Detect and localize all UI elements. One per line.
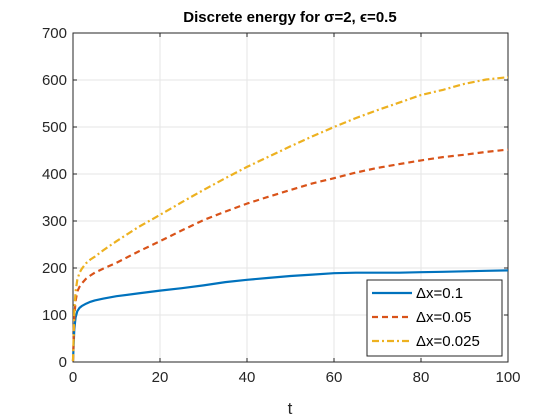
x-tick-label: 20 — [152, 369, 169, 386]
series-line — [71, 76, 509, 362]
x-tick-label: 80 — [413, 369, 430, 386]
x-tick-label: 40 — [239, 369, 256, 386]
legend-label: Δx=0.025 — [416, 333, 480, 350]
y-tick-label: 700 — [42, 25, 67, 42]
x-tick-label: 100 — [495, 369, 520, 386]
chart-title: Discrete energy for σ=2, ϵ=0.5 — [183, 9, 396, 26]
x-axis-label: t — [288, 399, 293, 418]
y-tick-label: 400 — [42, 166, 67, 183]
y-tick-label: 500 — [42, 119, 67, 136]
legend-label: Δx=0.1 — [416, 285, 463, 302]
axis-ticks: 0 20 40 60 80 100 0 100 200 300 400 500 600 700 — [42, 25, 521, 386]
y-tick-label: 600 — [42, 72, 67, 89]
y-tick-label: 200 — [42, 260, 67, 277]
x-tick-label: 60 — [326, 369, 343, 386]
series-line — [71, 269, 509, 362]
y-tick-label: 300 — [42, 213, 67, 230]
y-tick-label: 0 — [59, 354, 67, 371]
legend-label: Δx=0.05 — [416, 309, 471, 326]
legend: Δx=0.1 Δx=0.05 Δx=0.025 — [366, 279, 503, 357]
x-tick-label: 0 — [69, 369, 77, 386]
series-lines — [71, 76, 509, 362]
y-tick-label: 100 — [42, 307, 67, 324]
plot-area-frame — [72, 32, 509, 363]
